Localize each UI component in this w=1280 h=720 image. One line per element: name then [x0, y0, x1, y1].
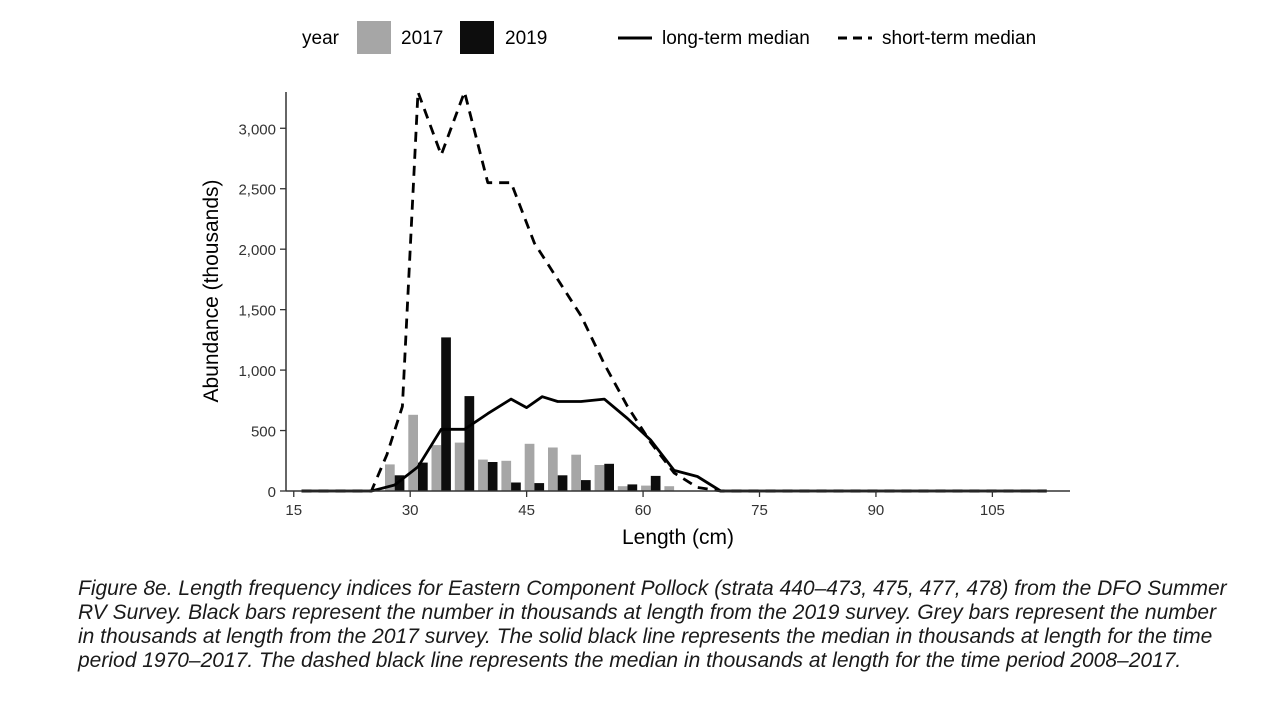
x-tick-label: 45 — [518, 502, 535, 519]
y-tick-label: 500 — [251, 424, 276, 441]
legend-swatch-2017 — [357, 21, 391, 54]
legend-swatch-2019 — [460, 21, 494, 54]
chart: year 2017 2019 long-term median short-te… — [200, 21, 1070, 549]
x-tick-label: 105 — [980, 502, 1005, 519]
bar-2017-31 — [408, 414, 418, 491]
legend-label-short-term: short-term median — [882, 28, 1036, 49]
bar-2017-64 — [664, 486, 675, 491]
bar-2017-58 — [617, 486, 628, 491]
x-tick-label: 90 — [868, 502, 885, 519]
y-tick-label: 1,000 — [238, 363, 276, 380]
y-tick-label: 1,500 — [238, 303, 276, 320]
bar-2019-40 — [487, 462, 498, 491]
bar-2017-28 — [385, 464, 395, 491]
legend: year 2017 2019 long-term median short-te… — [302, 21, 1036, 54]
bars-2017 — [385, 414, 675, 491]
bar-2019-43 — [511, 482, 521, 491]
figure-caption: Figure 8e. Length frequency indices for … — [78, 577, 1227, 672]
bar-2017-34 — [431, 445, 442, 491]
y-ticks: 0 500 1,000 1,500 2,000 2,500 3,000 — [238, 121, 286, 501]
y-tick-label: 2,500 — [238, 182, 276, 199]
y-axis-label: Abundance (thousands) — [200, 180, 223, 403]
bar-2017-49 — [548, 447, 558, 491]
bar-2019-52 — [581, 480, 591, 491]
y-tick-label: 0 — [268, 484, 276, 501]
legend-label-2019: 2019 — [505, 28, 547, 49]
bar-2017-37 — [454, 442, 465, 491]
legend-label-long-term: long-term median — [662, 28, 810, 49]
bars-2019 — [394, 337, 661, 491]
y-tick-label: 3,000 — [238, 121, 276, 138]
bar-2019-28 — [394, 475, 405, 491]
bar-2019-61 — [650, 475, 661, 491]
x-tick-label: 30 — [402, 502, 419, 519]
bar-2019-49 — [557, 475, 568, 491]
legend-title: year — [302, 28, 340, 49]
x-ticks: 15 30 45 60 75 90 105 — [285, 491, 1005, 519]
bar-2017-61 — [641, 485, 651, 491]
x-tick-label: 15 — [285, 502, 302, 519]
x-tick-label: 75 — [751, 502, 768, 519]
bar-2017-40 — [478, 459, 488, 491]
bar-2017-52 — [571, 454, 581, 491]
x-axis-label: Length (cm) — [622, 526, 734, 549]
bar-2019-46 — [534, 483, 545, 491]
bar-2019-58 — [627, 484, 638, 491]
x-tick-label: 60 — [635, 502, 652, 519]
bar-2017-55 — [594, 465, 605, 491]
bar-2019-55 — [604, 463, 614, 491]
bar-2017-46 — [524, 443, 535, 491]
legend-label-2017: 2017 — [401, 28, 443, 49]
bar-2017-43 — [501, 460, 512, 491]
bar-2019-37 — [464, 396, 475, 491]
bar-2019-34 — [441, 337, 451, 491]
y-tick-label: 2,000 — [238, 242, 276, 259]
bar-2019-31 — [418, 462, 428, 491]
